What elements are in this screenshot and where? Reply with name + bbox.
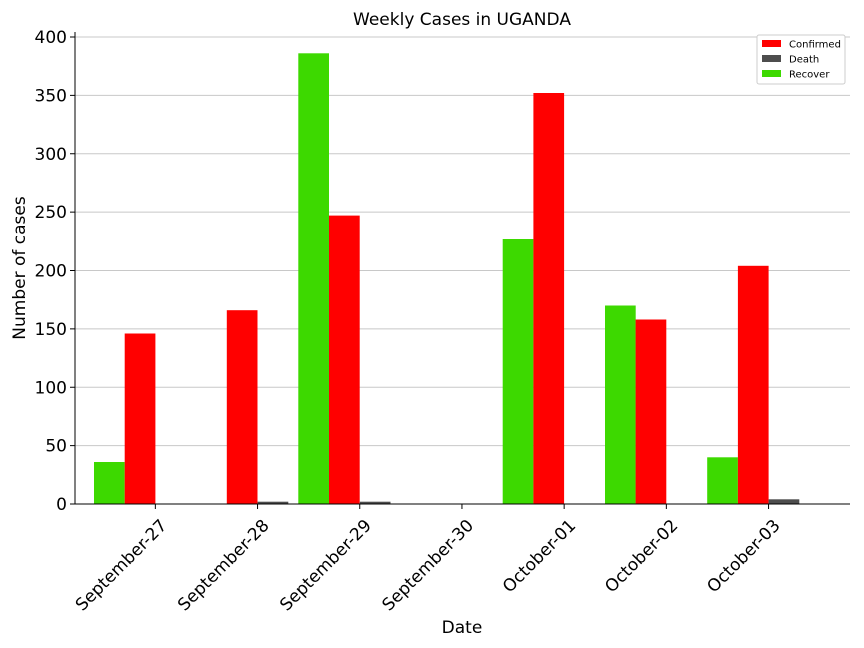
legend-label-death: Death bbox=[789, 55, 819, 66]
y-ticks: 0 50 100 150 200 250 300 350 400 bbox=[35, 28, 75, 515]
y-tick-label: 350 bbox=[35, 86, 67, 106]
bar-recover-october-03 bbox=[707, 457, 738, 504]
bar-confirmed-september-28 bbox=[226, 310, 258, 504]
y-tick-label: 100 bbox=[35, 378, 67, 398]
bar-recover-september-29 bbox=[298, 53, 329, 505]
x-tick-label: September-29 bbox=[276, 516, 375, 615]
y-tick-label: 300 bbox=[35, 145, 67, 165]
legend-label-recover: Recover bbox=[789, 70, 830, 81]
chart-title: Weekly Cases in UGANDA bbox=[353, 10, 571, 30]
legend-swatch-death bbox=[762, 55, 781, 62]
bar-recover-october-01 bbox=[502, 239, 534, 504]
legend: Confirmed Death Recover bbox=[756, 34, 846, 85]
bar-death-september-28 bbox=[257, 501, 289, 504]
y-tick-label: 250 bbox=[35, 203, 67, 223]
axes bbox=[74, 32, 850, 505]
bar-recover-september-27 bbox=[94, 462, 125, 504]
bar-confirmed-october-03 bbox=[737, 265, 769, 504]
bar-death-september-29 bbox=[359, 501, 391, 504]
bar-confirmed-october-02 bbox=[635, 319, 667, 504]
x-tick-label: September-27 bbox=[72, 516, 171, 615]
bar-confirmed-september-27 bbox=[124, 333, 156, 504]
legend-label-confirmed: Confirmed bbox=[789, 40, 841, 51]
legend-swatch-confirmed bbox=[762, 40, 781, 47]
x-tick-label: September-28 bbox=[174, 516, 273, 615]
bar-death-october-03 bbox=[768, 499, 800, 504]
bar-recover-october-02 bbox=[605, 305, 636, 504]
bar-confirmed-october-01 bbox=[533, 93, 565, 504]
x-tick-label: October-01 bbox=[499, 516, 580, 597]
y-axis-title: Number of cases bbox=[10, 196, 30, 340]
y-tick-label: 200 bbox=[35, 262, 67, 282]
x-tick-label: September-30 bbox=[379, 516, 478, 615]
x-ticks: September-27 September-28 September-29 Sept… bbox=[72, 504, 785, 615]
y-tick-label: 50 bbox=[45, 437, 67, 457]
legend-swatch-recover bbox=[762, 70, 781, 77]
x-axis-title: Date bbox=[442, 618, 483, 638]
bar-confirmed-september-29 bbox=[329, 215, 360, 504]
x-tick-label: October-02 bbox=[601, 516, 682, 597]
bars bbox=[94, 53, 800, 505]
y-tick-label: 0 bbox=[56, 495, 67, 515]
y-tick-label: 400 bbox=[35, 28, 67, 48]
x-tick-label: October-03 bbox=[703, 516, 784, 597]
gridlines bbox=[75, 36, 850, 447]
y-tick-label: 150 bbox=[35, 320, 67, 340]
